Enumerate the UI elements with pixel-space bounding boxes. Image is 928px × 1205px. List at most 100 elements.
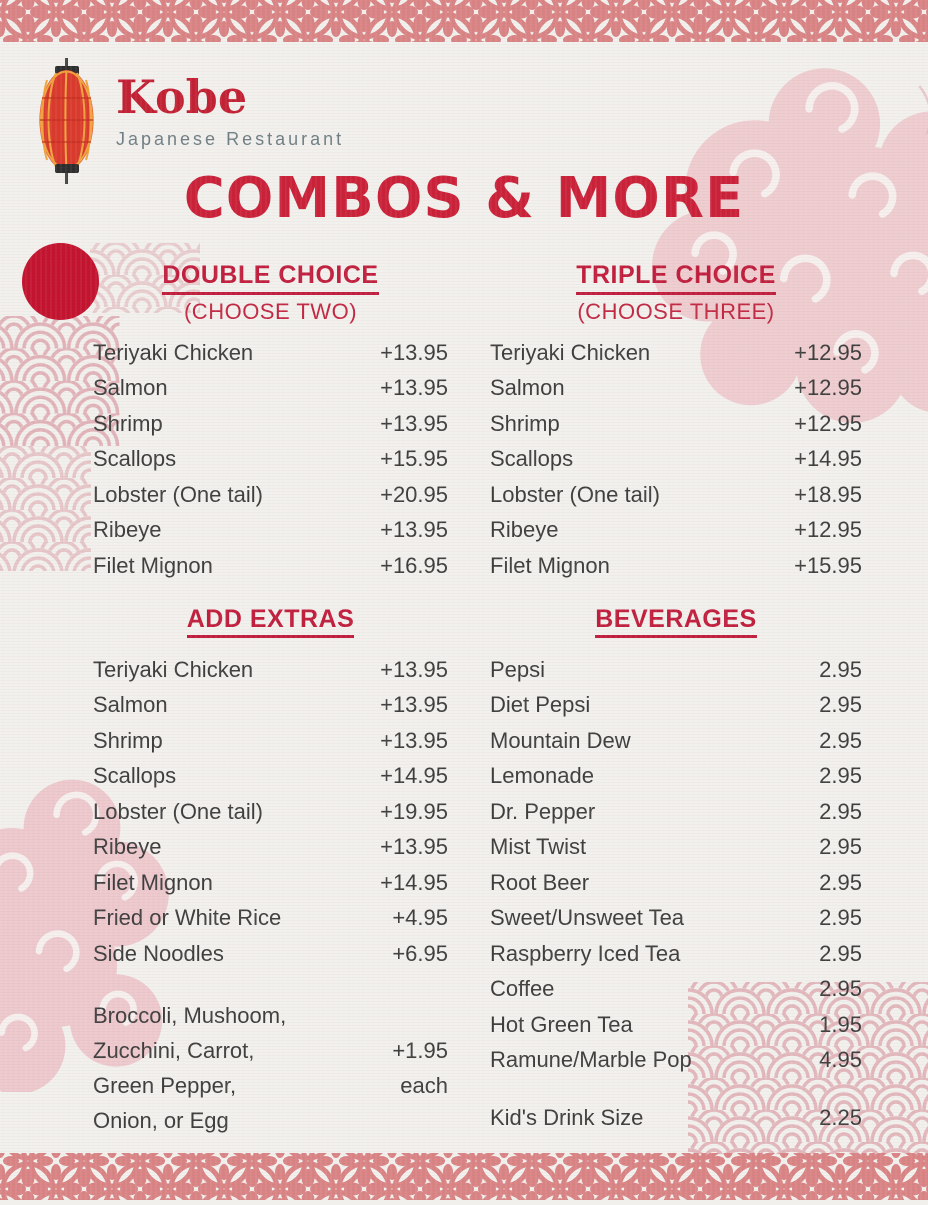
- item-name: Lemonade: [490, 763, 594, 789]
- item-name: Lobster (One tail): [93, 798, 263, 824]
- menu-item-row: Lemonade 2.95: [490, 759, 862, 795]
- item-name: Raspberry Iced Tea: [490, 940, 681, 966]
- item-price: 2.95: [819, 940, 862, 966]
- item-price: 1.95: [819, 1011, 862, 1037]
- menu-item-row: Teriyaki Chicken +12.95: [490, 335, 862, 371]
- wave-pattern-icon: [688, 982, 928, 1154]
- item-price: +13.95: [380, 692, 448, 718]
- item-name: Mountain Dew: [490, 727, 631, 753]
- item-name: Side Noodles: [93, 940, 224, 966]
- menu-item-row: Ribeye +12.95: [490, 513, 862, 549]
- item-price: 2.95: [819, 976, 862, 1002]
- menu-item-row: Teriyaki Chicken +13.95: [93, 335, 448, 371]
- extras-note-line: Onion, or Egg: [93, 1107, 229, 1133]
- menu-item-row: Filet Mignon +16.95: [93, 548, 448, 584]
- wave-pattern-icon: [0, 316, 120, 446]
- menu-item-row: Lobster (One tail) +18.95: [490, 477, 862, 513]
- extras-note-items: Broccoli, Mushoom, Zucchini, Carrot, Green…: [93, 998, 286, 1138]
- menu-item-row: Shrimp +13.95: [93, 406, 448, 442]
- item-price: 2.95: [819, 834, 862, 860]
- menu-item-row: Filet Mignon +14.95: [93, 865, 448, 901]
- menu-item-row: Mountain Dew 2.95: [490, 723, 862, 759]
- menu-column-right: TRIPLE CHOICE (CHOOSE THREE) Teriyaki Ch…: [490, 261, 862, 1138]
- section-add-extras-header: ADD EXTRAS: [93, 605, 448, 638]
- bottom-border-pattern: [0, 1153, 928, 1200]
- cloud-decoration-icon: [652, 68, 928, 423]
- item-name: Ribeye: [490, 517, 559, 543]
- menu-grid: DOUBLE CHOICE (CHOOSE TWO) Teriyaki Chic…: [93, 261, 862, 1138]
- menu-item-row: Coffee 2.95: [490, 972, 862, 1008]
- beverages-list: Pepsi 2.95 Diet Pepsi 2.95 Mountain Dew …: [490, 652, 862, 1078]
- item-name: Kid's Drink Size: [490, 1104, 644, 1130]
- item-name: Pepsi: [490, 656, 546, 682]
- section-triple-choice-header: TRIPLE CHOICE: [490, 261, 862, 295]
- item-price: 2.95: [819, 869, 862, 895]
- item-price: +12.95: [794, 517, 862, 543]
- item-name: Dr. Pepper: [490, 798, 596, 824]
- item-price: +13.95: [380, 410, 448, 436]
- item-name: Ribeye: [93, 517, 162, 543]
- menu-column-left: DOUBLE CHOICE (CHOOSE TWO) Teriyaki Chic…: [93, 261, 448, 1138]
- item-price: +19.95: [380, 798, 448, 824]
- item-price: 2.95: [819, 692, 862, 718]
- item-name: Shrimp: [490, 410, 560, 436]
- section-beverages-header: BEVERAGES: [490, 605, 862, 638]
- item-price: +4.95: [392, 905, 448, 931]
- item-price: +12.95: [794, 410, 862, 436]
- note-price-suffix: each: [400, 1072, 448, 1098]
- item-name: Sweet/Unsweet Tea: [490, 905, 685, 931]
- menu-item-row: Lobster (One tail) +20.95: [93, 477, 448, 513]
- extras-note: Broccoli, Mushoom, Zucchini, Carrot, Green…: [93, 998, 448, 1138]
- section-subtitle: (CHOOSE TWO): [183, 298, 358, 324]
- add-extras-list: Teriyaki Chicken +13.95 Salmon +13.95 Sh…: [93, 652, 448, 972]
- item-name: Hot Green Tea: [490, 1011, 633, 1037]
- menu-item-row: Diet Pepsi 2.95: [490, 688, 862, 724]
- item-price: 2.25: [819, 1104, 862, 1130]
- section-title: DOUBLE CHOICE: [162, 261, 379, 295]
- top-border-pattern: [0, 0, 928, 42]
- item-name: Mist Twist: [490, 834, 587, 860]
- item-price: +13.95: [380, 517, 448, 543]
- cloud-decoration-icon: [0, 779, 169, 1092]
- brand-tagline: Japanese Restaurant: [116, 128, 345, 149]
- item-price: +13.95: [380, 656, 448, 682]
- item-name: Shrimp: [93, 410, 163, 436]
- item-price: +15.95: [380, 446, 448, 472]
- menu-item-row: Shrimp +13.95: [93, 723, 448, 759]
- item-price: +18.95: [794, 481, 862, 507]
- item-price: 2.95: [819, 905, 862, 931]
- menu-item-row: Side Noodles +6.95: [93, 936, 448, 972]
- menu-item-row: Ribeye +13.95: [93, 513, 448, 549]
- item-price: +20.95: [380, 481, 448, 507]
- item-price: +14.95: [794, 446, 862, 472]
- page-title: COMBOS & MORE: [183, 166, 745, 231]
- shippo-pattern-icon: [0, 1153, 928, 1200]
- note-price-value: +1.95: [392, 1037, 448, 1063]
- item-name: Ribeye: [93, 834, 162, 860]
- item-name: Salmon: [490, 375, 565, 401]
- item-name: Filet Mignon: [490, 552, 610, 578]
- extras-note-line: Zucchini, Carrot,: [93, 1037, 255, 1063]
- menu-item-row: Filet Mignon +15.95: [490, 548, 862, 584]
- item-name: Coffee: [490, 976, 555, 1002]
- menu-item-row: Raspberry Iced Tea 2.95: [490, 936, 862, 972]
- menu-item-row: Ribeye +13.95: [93, 830, 448, 866]
- item-price: +13.95: [380, 339, 448, 365]
- restaurant-logo: Kobe Japanese Restaurant: [38, 58, 344, 184]
- item-name: Scallops: [490, 446, 574, 472]
- red-circle-decoration: [22, 243, 99, 320]
- item-name: Teriyaki Chicken: [93, 339, 254, 365]
- item-price: +13.95: [380, 375, 448, 401]
- kids-drink-row: Kid's Drink Size 2.25: [490, 1100, 862, 1136]
- menu-item-row: Dr. Pepper 2.95: [490, 794, 862, 830]
- item-price: +13.95: [380, 834, 448, 860]
- section-double-choice-header: DOUBLE CHOICE: [93, 261, 448, 295]
- menu-item-row: Scallops +15.95: [93, 442, 448, 478]
- menu-item-row: Root Beer 2.95: [490, 865, 862, 901]
- item-price: 2.95: [819, 798, 862, 824]
- item-price: 4.95: [819, 1047, 862, 1073]
- extras-note-price: +1.95 each: [392, 998, 448, 1138]
- item-name: Scallops: [93, 763, 177, 789]
- menu-item-row: Salmon +13.95: [93, 371, 448, 407]
